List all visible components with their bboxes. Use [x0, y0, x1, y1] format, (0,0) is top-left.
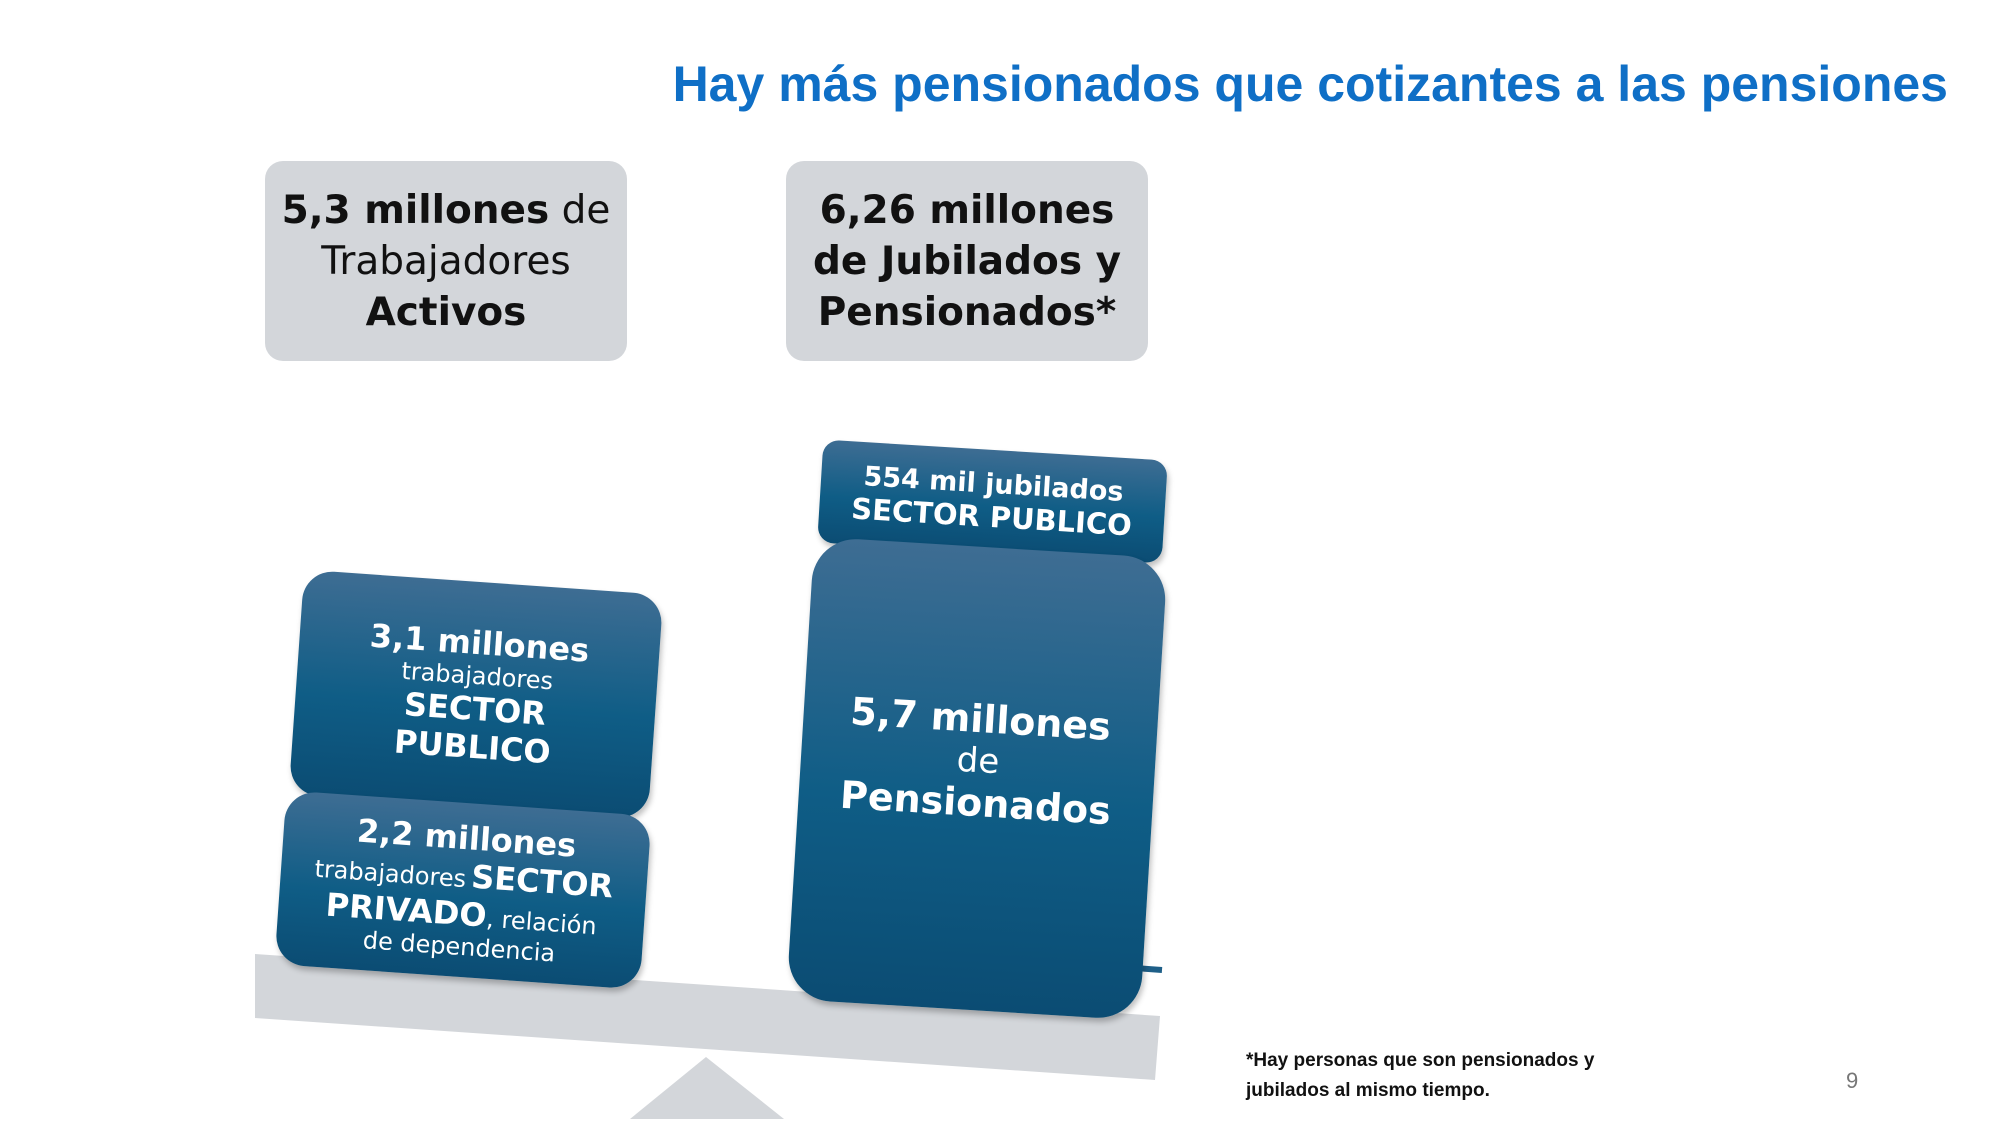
public-workers-block: 3,1 millones trabajadores SECTOR PUBLICO	[288, 569, 664, 820]
header-text: de	[561, 187, 611, 233]
pensioners-block: 5,7 millones de Pensionados	[786, 536, 1168, 1021]
block-amount: 5,7 millones	[849, 689, 1113, 750]
header-line: Trabajadores	[321, 238, 571, 284]
header-line: 5,3 millones de	[282, 185, 611, 236]
workers-header: 5,3 millones de Trabajadores Activos	[265, 161, 627, 361]
fulcrum	[630, 1057, 784, 1119]
block-label: Pensionados	[838, 772, 1113, 834]
header-line: 6,26 millones	[819, 187, 1115, 233]
header-line: de Jubilados y	[812, 238, 1122, 284]
slide-title: Hay más pensionados que cotizantes a las…	[672, 56, 1948, 112]
header-line: Pensionados*	[817, 289, 1117, 335]
header-line: Activos	[365, 289, 527, 335]
header-amount: 5,3 millones	[281, 187, 550, 233]
footnote: *Hay personas que son pensionados y jubi…	[1246, 1050, 1595, 1101]
block-label: de	[955, 739, 1001, 783]
private-workers-block: 2,2 millones trabajadores SECTOR PRIVADO…	[274, 790, 652, 990]
seesaw-beam	[255, 954, 1160, 1080]
block-sector: SECTOR PUBLICO	[392, 684, 552, 771]
page-number: 9	[1846, 1068, 1859, 1093]
retirees-header: 6,26 millones de Jubilados y Pensionados…	[786, 161, 1148, 361]
